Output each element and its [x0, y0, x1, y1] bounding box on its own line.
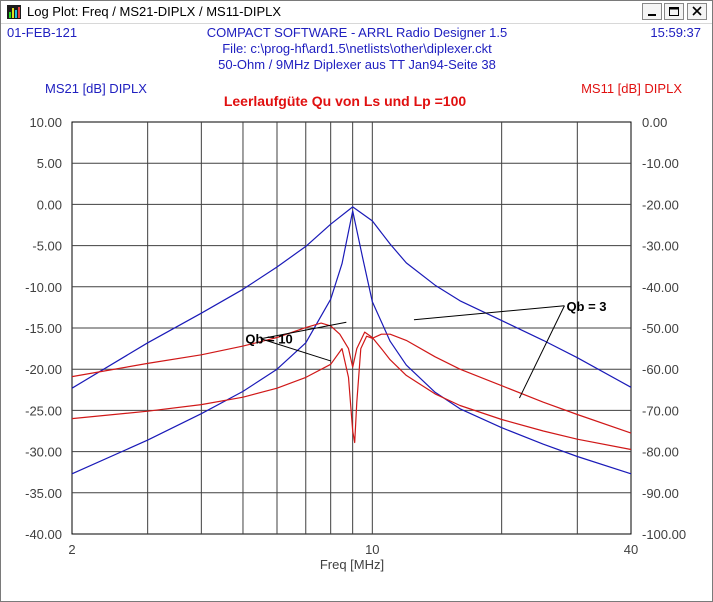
- x-tick-label: 2: [68, 542, 75, 557]
- maximize-icon: [669, 7, 679, 16]
- series-line-ms21-1: [71, 206, 632, 389]
- left-tick-label: -15.00: [25, 321, 62, 336]
- x-axis-label: Freq [MHz]: [320, 557, 384, 572]
- annotation-leader-line: [260, 338, 331, 362]
- left-tick-label: -20.00: [25, 362, 62, 377]
- right-tick-label: -100.00: [642, 527, 686, 542]
- right-tick-label: -60.00: [642, 362, 679, 377]
- left-tick-label: -5.00: [32, 239, 62, 254]
- annotation-leader-line: [413, 305, 565, 321]
- axis-ticks: 10.00 5.00 0.00 -5.00 -10.00 -15.00 -20.00 -25.…: [25, 115, 686, 557]
- left-tick-label: -25.00: [25, 403, 62, 418]
- title-bar[interactable]: Log Plot: Freq / MS21-DIPLX / MS11-DIPLX: [1, 1, 712, 24]
- grid: [71, 121, 632, 535]
- header-time: 15:59:37: [650, 25, 701, 40]
- left-tick-label: -35.00: [25, 486, 62, 501]
- x-tick-label: 40: [624, 542, 638, 557]
- right-tick-label: -90.00: [642, 486, 679, 501]
- right-axis-label: MS11 [dB] DIPLX: [581, 81, 682, 96]
- annotations: Qb = 3 Qb = 10: [245, 299, 607, 399]
- series: [71, 206, 632, 475]
- left-tick-label: 5.00: [37, 156, 62, 171]
- close-icon: [692, 6, 702, 16]
- annotation-label: Qb = 3: [566, 299, 606, 314]
- plot-area: 01-FEB-121 15:59:37 COMPACT SOFTWARE - A…: [7, 25, 701, 572]
- left-tick-label: -40.00: [25, 527, 62, 542]
- series-line-ms21-2: [71, 210, 632, 475]
- minimize-icon: [648, 14, 656, 16]
- chart-title: Leerlaufgüte Qu von Ls und Lp =100: [224, 93, 467, 109]
- header-date: 01-FEB-121: [7, 25, 77, 40]
- header-software: COMPACT SOFTWARE - ARRL Radio Designer 1…: [207, 25, 508, 40]
- bar-chart-icon: [7, 5, 21, 19]
- right-tick-label: 0.00: [642, 115, 667, 130]
- left-tick-label: 0.00: [37, 197, 62, 212]
- left-tick-label: 10.00: [29, 115, 62, 130]
- header-file: File: c:\prog-hf\ard1.5\netlists\other\d…: [222, 41, 492, 56]
- left-tick-label: -10.00: [25, 280, 62, 295]
- right-tick-label: -50.00: [642, 321, 679, 336]
- header-description: 50-Ohm / 9MHz Diplexer aus TT Jan94-Seit…: [218, 57, 496, 72]
- right-tick-label: -30.00: [642, 239, 679, 254]
- right-tick-label: -10.00: [642, 156, 679, 171]
- window-title: Log Plot: Freq / MS21-DIPLX / MS11-DIPLX: [27, 4, 282, 19]
- series-line-ms11-2: [71, 333, 632, 444]
- right-tick-label: -20.00: [642, 197, 679, 212]
- maximize-button[interactable]: [664, 3, 684, 20]
- annotation-leader-line: [260, 321, 347, 340]
- annotation-leader-line: [518, 305, 565, 399]
- left-axis-label: MS21 [dB] DIPLX: [45, 81, 147, 96]
- right-tick-label: -40.00: [642, 280, 679, 295]
- close-button[interactable]: [687, 3, 707, 20]
- left-tick-label: -30.00: [25, 445, 62, 460]
- right-tick-label: -70.00: [642, 403, 679, 418]
- x-tick-label: 10: [365, 542, 379, 557]
- minimize-button[interactable]: [642, 3, 662, 20]
- right-tick-label: -80.00: [642, 445, 679, 460]
- annotation-label: Qb = 10: [245, 332, 292, 347]
